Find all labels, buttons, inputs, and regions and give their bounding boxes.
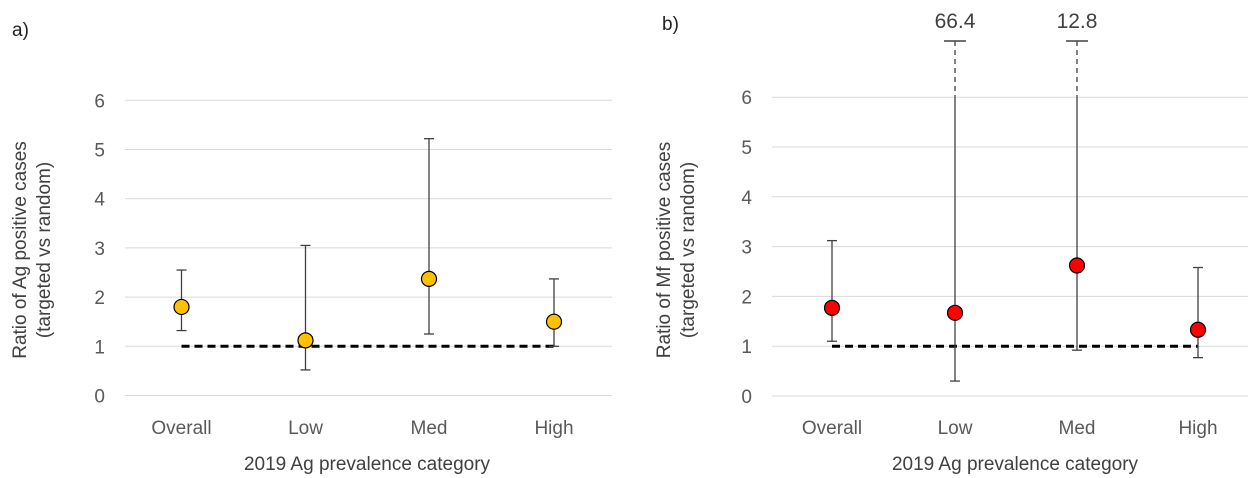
panel-a-point-low [297,332,314,349]
panel-a-y-tick-label: 2 [94,288,105,309]
panel-a-y-tick-label: 3 [94,239,105,260]
panel-a-point-med [420,270,438,287]
panel-b-y-axis-title-line-2: (targeted vs random) [678,162,699,338]
panel-b-point-low [946,304,964,321]
panel-b-y-tick-label: 1 [741,337,752,358]
panel-b-label: b) [662,14,679,35]
panel-b-x-tick-label-low: Low [938,418,973,439]
panel-a-label: a) [12,20,29,41]
panel-b-x-tick-label-high: High [1178,418,1217,439]
panel-b-point-med [1068,257,1086,274]
panel-b-error-bar-med-upper-label: 12.8 [1057,10,1098,33]
panel-b-y-tick-label: 6 [741,88,752,109]
panel-a-point-overall [173,298,190,316]
panel-b-y-tick-label: 0 [741,387,752,408]
panel-a-y-tick-label: 6 [94,91,105,112]
panel-b-y-tick-label: 5 [741,138,752,159]
panel-a-y-axis-title-line-1: Ratio of Ag positive cases [10,141,31,359]
chart-panel-b: b) 66.4 12.8 0 1 2 3 4 5 6 Overall Low Med High 20… [654,10,1248,475]
panel-a-x-axis-title: 2019 Ag prevalence category [244,454,491,475]
panel-b-y-axis-title-line-1: Ratio of Mf positive cases [654,142,675,358]
panel-a-x-tick-label-med: Med [411,418,448,439]
panel-b-x-axis-title: 2019 Ag prevalence category [892,454,1139,475]
panel-a-y-axis-title-line-2: (targeted vs random) [34,162,55,338]
panel-a-y-tick-label: 1 [94,337,105,358]
panel-b-point-overall [823,299,841,316]
panel-b-y-tick-label: 4 [741,188,752,209]
panel-a-point-high [545,313,563,330]
panel-a-y-tick-label: 5 [94,141,105,162]
panel-a-x-tick-label-low: Low [288,418,323,439]
panel-b-y-tick-label: 3 [741,238,752,259]
panel-b-point-high [1189,321,1207,338]
chart-panel-a: a) 0 1 2 3 4 5 6 Overall Low Med High 2019 Ag pre… [10,20,612,475]
panel-b-x-tick-label-overall: Overall [802,418,862,439]
panel-b-error-bar-low-upper-label: 66.4 [935,10,976,33]
panel-a-x-tick-label-overall: Overall [151,418,211,439]
panel-b-y-tick-label: 2 [741,287,752,308]
panel-b-x-tick-label-med: Med [1059,418,1096,439]
panel-a-y-tick-label: 4 [94,190,105,211]
panel-a-x-tick-label-high: High [534,418,573,439]
panel-a-y-tick-label: 0 [94,387,105,408]
